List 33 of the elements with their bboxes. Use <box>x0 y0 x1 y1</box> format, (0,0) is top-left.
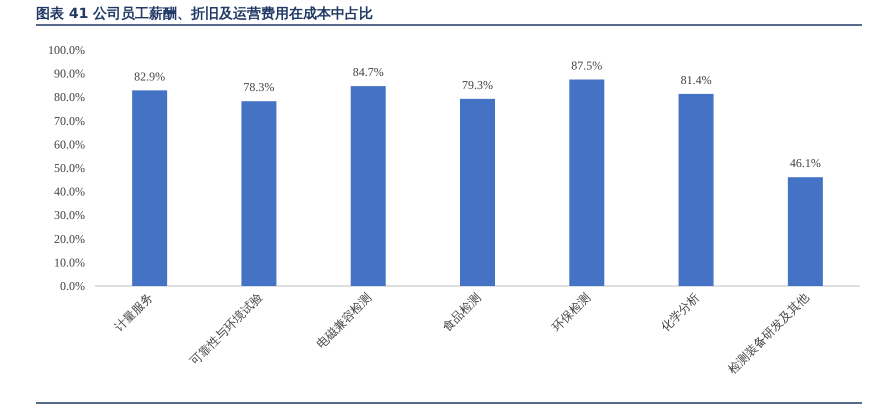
bar <box>241 101 276 286</box>
y-tick-label: 90.0% <box>54 66 85 81</box>
data-label: 81.4% <box>680 72 712 87</box>
data-label: 78.3% <box>243 80 274 94</box>
data-label: 87.5% <box>571 58 602 72</box>
y-tick-label: 30.0% <box>54 208 85 222</box>
x-tick-label: 检测装备研发及其他 <box>725 290 812 376</box>
y-tick-label: 100.0% <box>48 43 85 57</box>
y-tick-label: 0.0% <box>60 279 85 293</box>
x-tick-label: 可靠性与环境试验 <box>187 290 266 368</box>
y-tick-label: 50.0% <box>54 161 85 175</box>
bar <box>350 86 386 286</box>
chart-title: 图表 41 公司员工薪酬、折旧及运营费用在成本中占比 <box>36 6 374 22</box>
bar <box>678 94 714 286</box>
x-tick-label: 电磁兼容检测 <box>314 290 374 352</box>
x-tick-label: 化学分析 <box>658 290 702 334</box>
x-tick-label: 环保检测 <box>549 290 593 334</box>
bar <box>460 98 495 286</box>
data-label: 79.3% <box>462 78 493 92</box>
y-tick-label: 60.0% <box>54 137 85 152</box>
bar <box>132 90 168 286</box>
x-tick-label: 计量服务 <box>112 290 156 334</box>
y-tick-label: 70.0% <box>54 114 85 128</box>
y-tick-label: 80.0% <box>54 90 85 104</box>
y-tick-label: 20.0% <box>54 232 85 246</box>
y-tick-label: 10.0% <box>54 255 85 270</box>
data-label: 46.1% <box>790 156 821 170</box>
bar <box>569 80 604 286</box>
bar <box>788 177 823 286</box>
x-tick-label: 食品检测 <box>440 290 484 334</box>
y-tick-label: 40.0% <box>54 184 85 199</box>
data-label: 84.7% <box>352 65 384 80</box>
data-label: 82.9% <box>134 69 166 84</box>
